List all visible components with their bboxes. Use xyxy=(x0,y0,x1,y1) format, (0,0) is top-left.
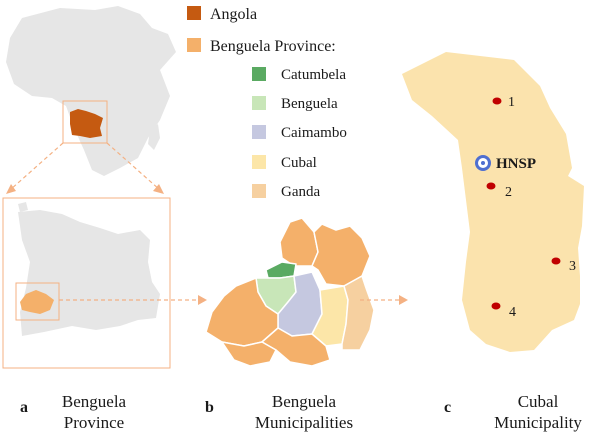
africa-map xyxy=(6,6,176,176)
legend-label-caimambo: Caimambo xyxy=(281,125,347,141)
legend-swatch-catumbela xyxy=(252,67,266,81)
legend-label-benguela: Benguela xyxy=(281,96,338,112)
angola-panel-box xyxy=(2,197,171,369)
panel-letter-c: c xyxy=(444,399,451,416)
panel-caption-a: a Benguela Province xyxy=(20,392,127,432)
benguela-province-small xyxy=(20,290,54,314)
legend-label-angola: Angola xyxy=(210,6,257,23)
arrow-head-right xyxy=(153,184,164,194)
legend-swatch-angola xyxy=(187,6,201,20)
legend-swatch-caimambo xyxy=(252,125,266,139)
legend-swatch-benguela xyxy=(252,96,266,110)
africa-continent xyxy=(6,6,176,176)
angola-shape-small xyxy=(70,109,103,138)
site-dot-2 xyxy=(486,182,496,190)
site-label-2: 2 xyxy=(505,185,512,200)
panel-b-title-line2: Municipalities xyxy=(255,413,353,432)
legend-label-benguela-province: Benguela Province: xyxy=(210,38,336,55)
hnsp-marker: HNSP xyxy=(475,155,536,172)
panel-a-title-line2: Province xyxy=(64,413,124,432)
legend: Angola Benguela Province: Catumbela Beng… xyxy=(187,6,347,200)
legend-label-ganda: Ganda xyxy=(281,184,320,200)
benguela-municipalities-map xyxy=(205,217,375,367)
legend-swatch-benguela-province xyxy=(187,38,201,52)
site-label-3: 3 xyxy=(569,259,576,274)
municipality-south-west xyxy=(221,341,277,367)
cubal-municipality-map xyxy=(402,52,584,352)
site-dot-3 xyxy=(551,257,561,265)
panel-c-title-line2: Municipality xyxy=(494,413,582,432)
legend-label-cubal: Cubal xyxy=(281,155,317,171)
legend-swatch-ganda xyxy=(252,184,266,198)
legend-swatch-cubal xyxy=(252,155,266,169)
arrow-head-ab xyxy=(198,295,207,305)
panel-caption-b: b Benguela Municipalities xyxy=(205,392,353,432)
municipality-north-west xyxy=(279,217,319,267)
site-label-1: 1 xyxy=(508,95,515,110)
angola-country-shape xyxy=(18,210,160,336)
madagascar-island xyxy=(148,124,160,150)
municipality-ganda xyxy=(341,275,375,351)
panel-b-title-line1: Benguela xyxy=(272,392,337,411)
legend-label-catumbela: Catumbela xyxy=(281,67,346,83)
panel-letter-a: a xyxy=(20,399,28,416)
panel-c-title-line1: Cubal xyxy=(518,392,559,411)
site-dot-1 xyxy=(492,97,502,105)
zoom-arrows-a xyxy=(9,142,161,191)
panel-letter-b: b xyxy=(205,399,214,416)
cabinda-exclave xyxy=(18,202,28,212)
hnsp-center-dot xyxy=(481,161,485,165)
site-dot-4 xyxy=(491,302,501,310)
site-markers: 1 2 3 4 xyxy=(486,95,576,320)
site-label-4: 4 xyxy=(509,305,516,320)
arrow-head-bc xyxy=(399,295,408,305)
arrow-head-left xyxy=(6,184,16,194)
panel-caption-c: c Cubal Municipality xyxy=(444,392,582,432)
panel-a-title-line1: Benguela xyxy=(62,392,127,411)
benguela-highlight-box xyxy=(15,282,60,321)
angola-highlight-box xyxy=(62,100,108,144)
hnsp-label: HNSP xyxy=(496,156,536,172)
municipality-south xyxy=(261,327,331,367)
